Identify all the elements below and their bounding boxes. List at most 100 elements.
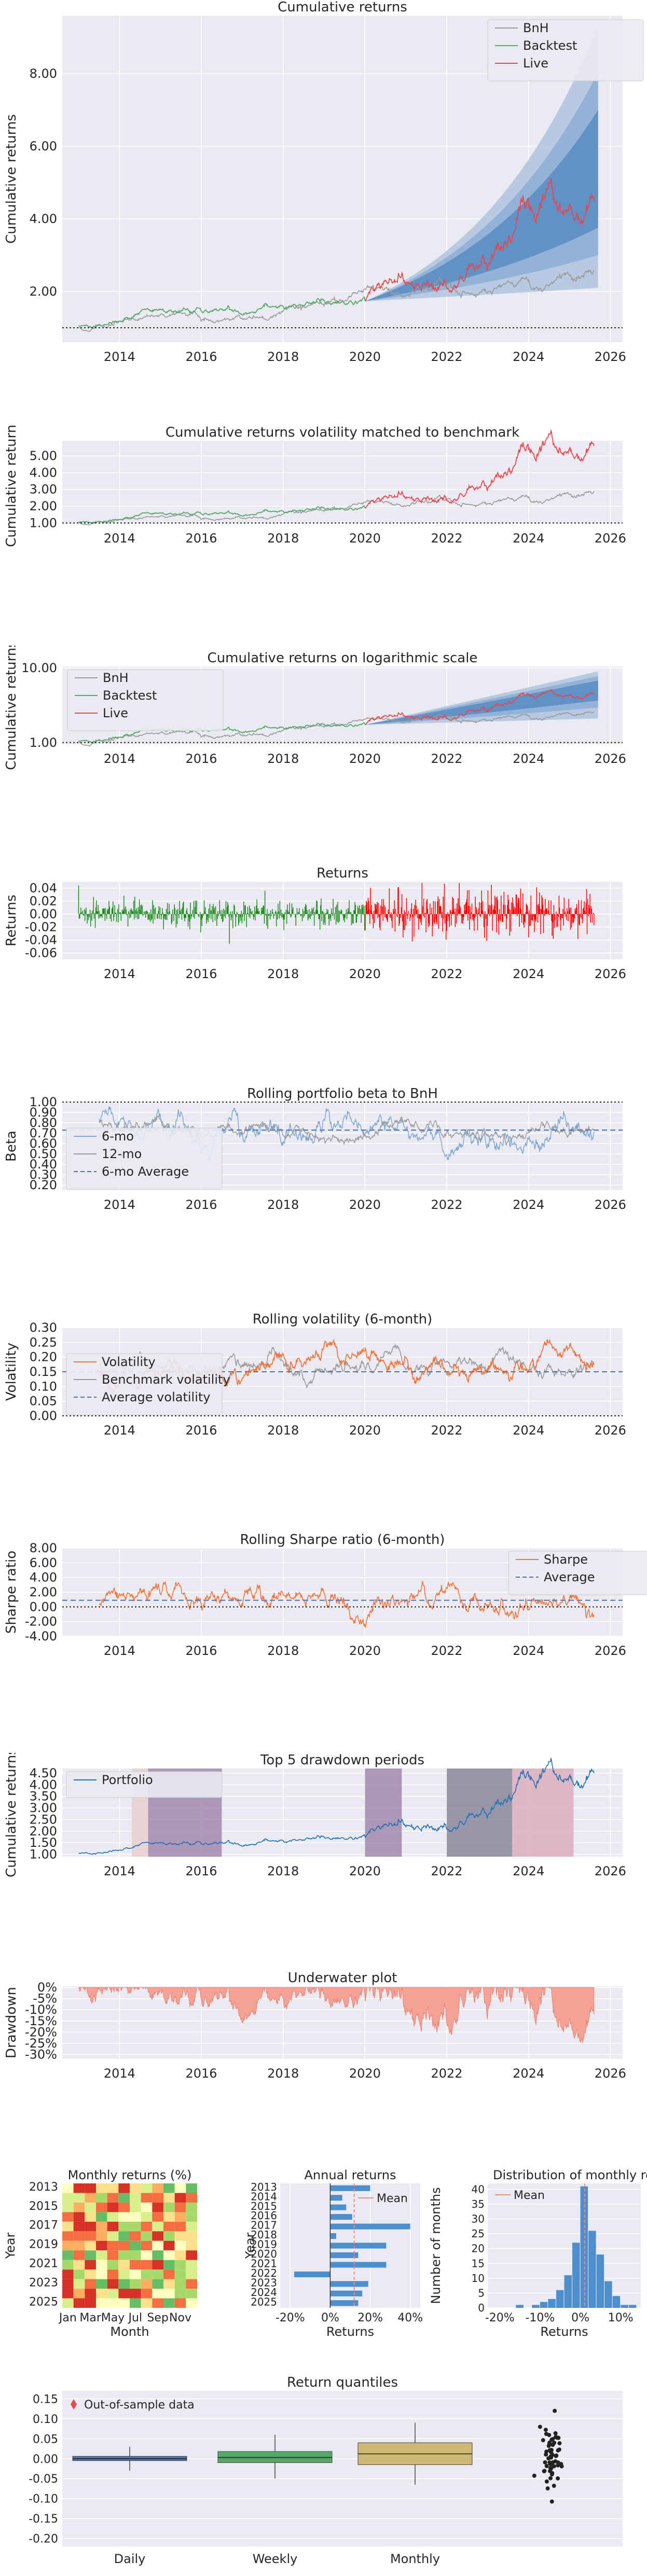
y-tick-label: 0.10 (30, 1379, 57, 1394)
legend (67, 669, 224, 731)
legend-label: 6-mo Average (102, 1164, 189, 1179)
sharpe-chart: 2014 2016 2018 2020 2022 2024 2026 8.006.004.00… (4, 1533, 647, 1658)
heatmap-cell (186, 2221, 197, 2232)
x-tick-label: 2022 (431, 350, 462, 364)
monthly-heatmap: Monthly returns (%) 2013 2015 2017 2019 2021 2… (3, 2168, 197, 2339)
x-tick-label: 2022 (431, 1864, 462, 1878)
heatmap-cell (85, 2289, 96, 2299)
quantile-box (217, 2451, 333, 2463)
y-tick-label: 0.50 (30, 1147, 57, 1161)
heatmap-cell (62, 2260, 74, 2270)
x-tick-label: 2022 (431, 2066, 462, 2081)
y-tick-label: 0.00 (30, 907, 57, 922)
heatmap-cell (163, 2183, 175, 2193)
oos-point (549, 2499, 554, 2504)
heatmap-cell (163, 2221, 175, 2232)
heatmap-cell (152, 2212, 163, 2222)
y-tick-label: -5% (33, 1992, 57, 2006)
x-tick-label: 2026 (595, 531, 626, 546)
oos-point (545, 2486, 550, 2491)
legend-label: Backtest (103, 688, 157, 703)
y-tick-label: -4.00 (25, 1629, 57, 1644)
y-tick-label: 30 (472, 2213, 485, 2225)
heatmap-cell (85, 2221, 96, 2232)
hist-bar (572, 2243, 580, 2308)
cumret-chart: 2014 2016 2018 2020 2022 2024 2026 2.00 4.00 6.00… (4, 0, 644, 364)
y-axis-label: Year (3, 2232, 18, 2259)
heatmap-cell (96, 2193, 107, 2203)
oos-point (541, 2438, 545, 2443)
chart-title: Rolling volatility (6-month) (253, 1312, 432, 1327)
oos-point (552, 2464, 556, 2469)
heatmap-cell (107, 2221, 119, 2232)
oos-point (553, 2431, 558, 2435)
heatmap-cell (152, 2250, 163, 2260)
chart-title: Top 5 drawdown periods (260, 1753, 424, 1768)
y-tick-label: 0.40 (30, 1157, 57, 1172)
x-tick-label: 2026 (595, 1423, 626, 1438)
y-tick-label: 2015 (29, 2200, 58, 2213)
y-tick-label: 0.80 (30, 1116, 57, 1130)
heatmap-cell (174, 2202, 186, 2212)
y-tick-label: 8.00 (30, 66, 57, 81)
x-axis-label: Returns (326, 2324, 374, 2339)
x-tick-label: 2026 (595, 751, 626, 766)
y-tick-label: 1.00 (30, 1847, 57, 1862)
legend-label: BnH (103, 671, 129, 685)
x-tick-label: 2020 (349, 967, 381, 981)
legend-label: 12-mo (102, 1147, 142, 1161)
x-tick-label: 2020 (349, 1198, 381, 1212)
heatmap-cell (96, 2279, 107, 2289)
x-tick-label: 20% (357, 2312, 383, 2324)
y-tick-label: 0.30 (30, 1320, 57, 1335)
heatmap-cell (73, 2269, 85, 2279)
y-axis-label: Cumulative returns (4, 646, 19, 770)
heatmap-cell (118, 2212, 130, 2222)
heatmap-cell (96, 2221, 107, 2232)
chart-title: Annual returns (305, 2168, 396, 2182)
x-tick-label: 2016 (185, 1423, 217, 1438)
y-tick-label: 5.00 (30, 449, 57, 463)
x-tick-label: 2018 (267, 1198, 299, 1212)
oos-point (547, 2469, 552, 2473)
x-tick-label: 2016 (185, 350, 217, 364)
heatmap-cell (96, 2231, 107, 2241)
x-tick-label: 2024 (513, 350, 544, 364)
y-tick-label: -30% (25, 2047, 57, 2062)
heatmap-cell (62, 2183, 74, 2193)
heatmap-cell (85, 2183, 96, 2193)
heatmap-cell (118, 2298, 130, 2308)
x-tick-label: 2016 (185, 1864, 217, 1878)
y-tick-label: -20% (25, 2025, 57, 2039)
heatmap-cell (152, 2240, 163, 2251)
y-axis-label: Number of months (429, 2187, 443, 2304)
heatmap-cell (85, 2260, 96, 2270)
heatmap-cell (62, 2221, 74, 2232)
heatmap-cell (73, 2202, 85, 2212)
heatmap-cell (85, 2193, 96, 2203)
oos-point (557, 2441, 562, 2446)
heatmap-cell (118, 2269, 130, 2279)
heatmap-cell (73, 2221, 85, 2232)
heatmap-cell (152, 2279, 163, 2289)
x-tick-label: -20% (276, 2312, 305, 2324)
heatmap-cell (107, 2212, 119, 2222)
oos-point (556, 2476, 560, 2481)
y-tick-label: -0.20 (29, 2533, 58, 2546)
heatmap-cell (174, 2240, 186, 2251)
y-tick-label: 2019 (251, 2238, 277, 2251)
heatmap-cell (118, 2202, 130, 2212)
heatmap-cell (152, 2269, 163, 2279)
hist-bar (564, 2275, 572, 2308)
oos-point (548, 2476, 553, 2481)
x-tick-label: 2014 (104, 967, 135, 981)
y-tick-label: 2.00 (30, 1585, 57, 1599)
heatmap-cell (62, 2250, 74, 2260)
x-tick-label: 2022 (431, 1198, 462, 1212)
x-tick-label: 0% (321, 2312, 339, 2324)
x-tick-label: 10% (608, 2312, 634, 2324)
x-tick-label: 2026 (595, 1644, 626, 1658)
annual-bar (330, 2195, 342, 2201)
y-tick-label: 0.00 (33, 2453, 58, 2466)
y-tick-label: 6.00 (30, 1555, 57, 1570)
